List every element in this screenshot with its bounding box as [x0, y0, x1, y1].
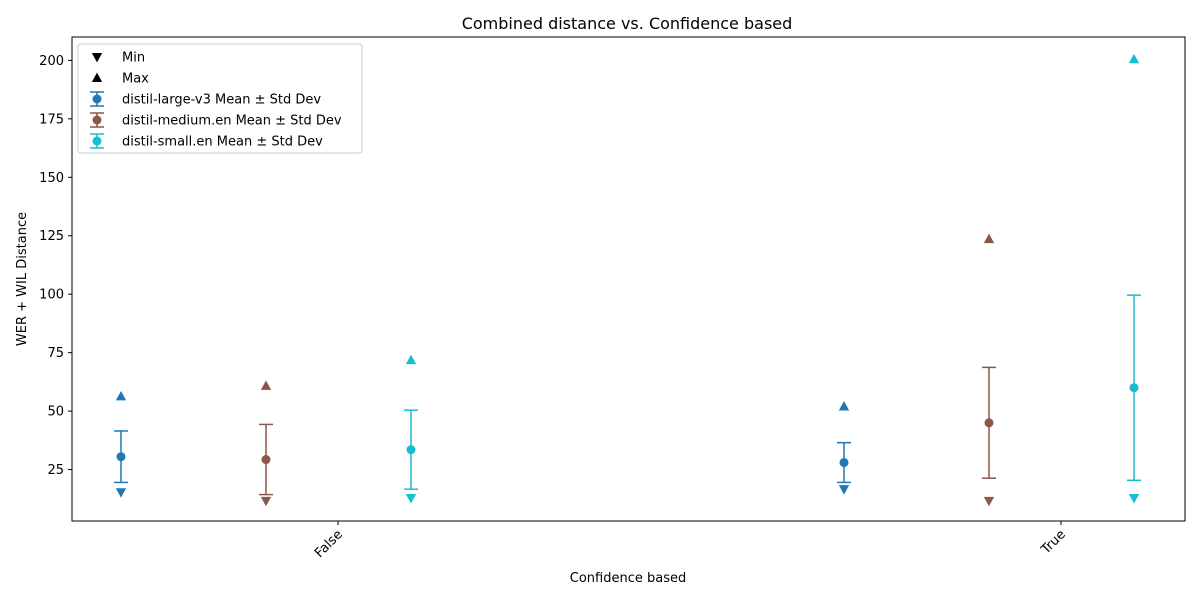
mean-point [406, 445, 416, 455]
chart-title: Combined distance vs. Confidence based [462, 14, 793, 33]
y-axis: 25 50 75 100 125 150 175 200 [39, 54, 72, 478]
y-tick-label: 25 [47, 463, 64, 478]
min-marker [115, 488, 127, 498]
mean-point [261, 455, 271, 465]
y-tick-label: 200 [39, 54, 64, 69]
max-marker [983, 233, 995, 244]
y-tick-label: 150 [39, 171, 64, 186]
legend-label: distil-large-v3 Mean ± Std Dev [122, 93, 321, 108]
mean-point [1129, 383, 1139, 393]
legend-mean-point [92, 115, 102, 125]
x-tick-label: False [312, 527, 346, 561]
y-tick-label: 100 [39, 288, 64, 303]
legend-mean-point [92, 94, 102, 104]
legend-frame [77, 43, 363, 154]
y-axis-label: WER + WIL Distance [15, 212, 30, 346]
mean-point [116, 452, 126, 462]
min-marker [838, 485, 850, 495]
plot-marks [114, 53, 1141, 507]
max-marker [260, 380, 272, 390]
legend-min-marker [91, 52, 103, 63]
min-marker [983, 496, 995, 507]
min-marker [260, 496, 272, 507]
legend: Min Max distil-large-v3 Mean ± Std Dev dist… [77, 43, 363, 154]
max-marker [115, 390, 127, 401]
x-tick-label: True [1038, 527, 1069, 558]
mean-point [839, 458, 849, 468]
max-marker [405, 354, 417, 365]
max-marker [1128, 53, 1140, 64]
legend-label: Max [122, 72, 149, 87]
legend-label: distil-medium.en Mean ± Std Dev [122, 114, 342, 129]
x-axis-label: Confidence based [570, 571, 686, 586]
legend-label: distil-small.en Mean ± Std Dev [122, 135, 323, 150]
x-axis: False True [312, 521, 1069, 561]
mean-point [984, 418, 994, 428]
max-marker [838, 401, 850, 411]
y-tick-label: 125 [39, 229, 64, 244]
y-tick-label: 75 [47, 346, 64, 361]
y-tick-label: 175 [39, 112, 64, 127]
legend-mean-point [92, 136, 102, 146]
y-tick-label: 50 [47, 405, 64, 420]
min-marker [1128, 494, 1140, 504]
min-marker [405, 494, 417, 504]
legend-label: Min [122, 51, 145, 66]
plot-frame [71, 36, 1186, 522]
legend-max-marker [91, 72, 103, 83]
